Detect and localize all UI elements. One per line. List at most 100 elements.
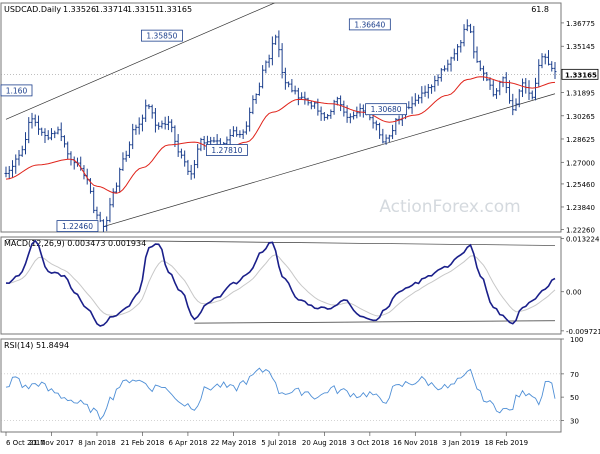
price-bar: [423, 85, 427, 97]
price-bar: [491, 80, 495, 97]
price-bar: [439, 68, 443, 82]
price-bar: [514, 98, 518, 111]
price-bar: [212, 136, 216, 143]
price-axis-label: 1.25460: [566, 181, 595, 189]
price-bar: [251, 95, 255, 115]
macd-upper-line: [5, 239, 556, 246]
price-bar: [98, 211, 102, 223]
macd-axis-label: -0.009721: [566, 328, 600, 336]
price-bar: [118, 167, 122, 192]
price-axis-label: 1.31895: [566, 90, 595, 98]
price-bar: [319, 106, 323, 121]
price-bar: [420, 86, 424, 104]
price-axis-label: 1.28625: [566, 136, 595, 144]
price-bar: [426, 83, 430, 99]
price-bar: [313, 101, 317, 109]
price-bar: [384, 134, 388, 145]
price-bar: [267, 54, 271, 68]
price-bar: [179, 148, 183, 159]
price-axis-label: 1.22260: [566, 226, 595, 234]
price-bar: [540, 53, 544, 69]
price-bar: [59, 122, 63, 142]
price-bar: [361, 104, 365, 118]
price-axis: 1.36775 1.35145 1.31895 1.30265 1.28625 1.270…: [561, 20, 599, 234]
price-bar: [433, 75, 437, 92]
price-bar: [196, 144, 200, 169]
price-bar: [137, 117, 141, 135]
macd-signal-line: [6, 254, 556, 317]
price-bar: [381, 128, 385, 144]
price-bar: [173, 125, 177, 148]
price-bar: [462, 24, 466, 47]
price-bar: [140, 114, 144, 132]
price-bar: [144, 99, 148, 122]
price-annotation-box: [56, 220, 99, 232]
price-annotation-text: 1.160: [6, 86, 28, 95]
price-bar: [186, 159, 190, 175]
price-bar: [309, 100, 313, 110]
moving-average-line: [5, 76, 556, 194]
price-annotation-text: 1.36640: [354, 20, 385, 29]
price-bar: [131, 123, 135, 150]
price-bar: [7, 166, 11, 180]
price-axis-label: 1.36775: [566, 20, 595, 28]
ohlc-high: 1.33714: [95, 5, 128, 14]
price-bar: [105, 216, 109, 232]
price-bar: [495, 88, 499, 99]
price-bar: [475, 46, 479, 63]
rsi-axis-label: 70: [570, 371, 579, 379]
price-bar: [261, 65, 265, 89]
price-bar: [413, 93, 417, 107]
rsi-layer: [1, 367, 561, 421]
price-annotation: 1.27810: [205, 144, 248, 156]
price-layer: [4, 3, 557, 232]
price-bar: [30, 112, 34, 129]
price-bar: [95, 206, 99, 220]
price-bar: [482, 65, 486, 81]
price-bar: [192, 160, 196, 179]
price-bar: [517, 89, 521, 108]
price-bar: [485, 71, 489, 82]
rsi-panel: [0, 338, 562, 433]
price-labels: 1.36640 1.35850 1.30680 1.27810 1.22460 1.160: [0, 18, 407, 232]
macd-lower-line: [194, 320, 556, 324]
rsi-line: [5, 367, 556, 421]
time-axis-label: 22 May 2018: [211, 439, 257, 447]
price-bar: [111, 188, 115, 208]
price-bar: [170, 119, 174, 133]
price-axis-label: 1.30265: [566, 113, 595, 121]
price-bar: [33, 114, 37, 127]
macd-label: MACD(12,26,9) 0.003473 0.001934: [4, 239, 146, 248]
price-bar: [108, 197, 112, 223]
price-bar: [4, 166, 8, 178]
channel-lower-line: [103, 93, 556, 227]
price-bar: [543, 53, 547, 65]
price-bar: [92, 187, 96, 214]
price-bar: [10, 160, 14, 178]
price-bar: [339, 95, 343, 112]
price-bar: [23, 132, 27, 155]
price-bar: [17, 150, 21, 166]
price-annotation: 1.30680: [365, 103, 407, 116]
price-bar: [511, 93, 515, 116]
price-annotation-text: 1.30680: [371, 105, 402, 114]
ohlc-low: 1.33151: [127, 5, 160, 14]
price-annotation-text: 1.35850: [146, 32, 177, 41]
macd-line: [5, 239, 556, 327]
price-bar: [231, 126, 235, 137]
price-annotation-text: 1.27810: [211, 146, 242, 155]
price-bar: [430, 84, 434, 94]
price-bar: [332, 99, 336, 115]
price-bar: [36, 115, 40, 135]
price-bar: [270, 36, 274, 66]
price-bar: [163, 116, 167, 130]
channel-upper-line: [5, 3, 276, 120]
price-bar: [153, 107, 157, 133]
price-bar: [293, 85, 297, 95]
symbol-label: USDCAD.Daily: [4, 5, 61, 14]
price-bar: [374, 120, 378, 131]
price-bar: [553, 61, 557, 80]
price-bar: [121, 152, 125, 171]
last-price-label: 1.33165: [565, 71, 597, 79]
price-bar: [46, 130, 50, 141]
